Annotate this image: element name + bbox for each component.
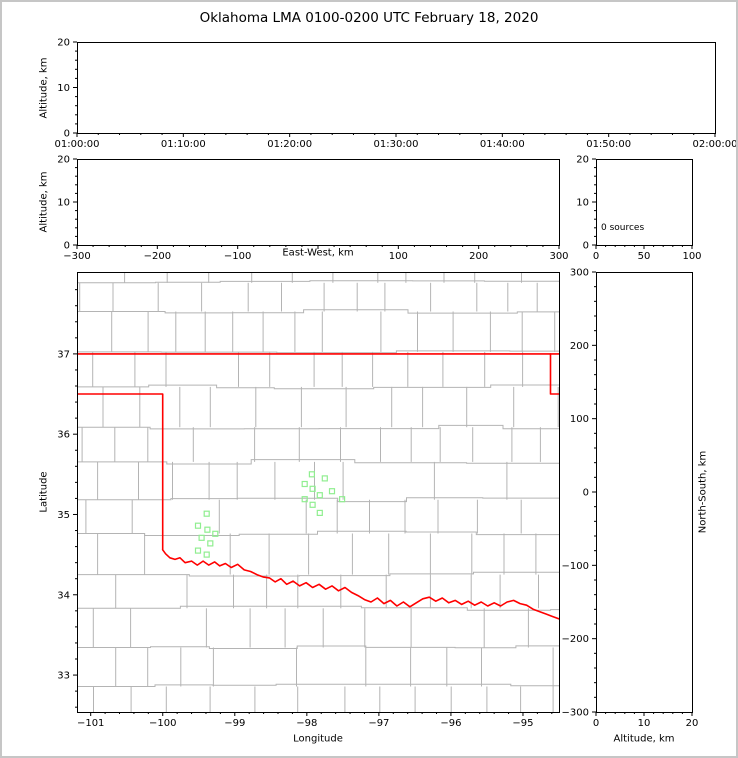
svg-text:0: 0: [583, 241, 589, 252]
svg-text:−96: −96: [440, 718, 461, 729]
y-axis-label-ew-height: Altitude, km: [38, 171, 50, 233]
state-border-red-river: [161, 549, 559, 620]
chart-title: Oklahoma LMA 0100-0200 UTC February 18, …: [199, 10, 539, 26]
lma-station-marker: [203, 510, 210, 517]
svg-text:37: 37: [57, 349, 70, 360]
svg-text:20: 20: [686, 718, 699, 729]
source-count-annotation: 0 sources: [601, 223, 645, 233]
svg-text:−200: −200: [144, 251, 171, 262]
svg-text:20: 20: [576, 155, 589, 166]
svg-text:36: 36: [57, 430, 70, 441]
time-height-panel: 01:00:00 01:10:00 01:20:00 01:30:00 01:40:00…: [55, 38, 736, 151]
y-axis-label-time-height: Altitude, km: [38, 57, 50, 119]
svg-text:200: 200: [570, 341, 589, 352]
svg-text:01:20:00: 01:20:00: [267, 139, 312, 150]
x-axis-label-east-west: East-West, km: [282, 247, 354, 259]
svg-text:300: 300: [570, 268, 589, 279]
svg-text:33: 33: [57, 671, 70, 682]
svg-text:0: 0: [593, 251, 599, 262]
svg-text:0: 0: [64, 241, 70, 252]
source-histogram-panel: 0 50 100 0 10 20: [576, 155, 701, 263]
state-border: [77, 353, 559, 620]
svg-text:10: 10: [57, 83, 70, 94]
y-axis-label-latitude: Latitude: [38, 471, 50, 513]
svg-text:01:30:00: 01:30:00: [374, 139, 419, 150]
lma-station-marker: [309, 485, 316, 492]
svg-text:01:40:00: 01:40:00: [480, 139, 525, 150]
state-border-panhandle: [77, 393, 164, 551]
svg-text:20: 20: [57, 38, 70, 49]
lma-station-marker: [194, 522, 202, 529]
lma-station-marker: [316, 492, 323, 499]
svg-text:100: 100: [570, 414, 589, 425]
lma-station-marker: [194, 547, 202, 554]
lma-station-marker: [203, 551, 210, 558]
svg-text:10: 10: [57, 198, 70, 209]
county-lines: [77, 272, 559, 712]
x-axis-label-longitude: Longitude: [293, 733, 343, 745]
lma-station-marker: [316, 509, 323, 516]
svg-text:10: 10: [576, 198, 589, 209]
map-panel: −101 −100 −99 −98 −97 −96 −95 33 34 35 36 37: [57, 272, 560, 729]
svg-text:35: 35: [57, 510, 70, 521]
svg-text:−100: −100: [224, 251, 251, 262]
lma-station-marker: [301, 480, 308, 488]
ew-height-panel: −300 −200 −100 100 200 300 0 10 20: [57, 155, 568, 263]
svg-text:02:00:00: 02:00:00: [693, 139, 736, 150]
svg-text:−100: −100: [562, 561, 589, 572]
svg-text:−95: −95: [512, 718, 533, 729]
svg-text:−300: −300: [562, 708, 589, 719]
lma-station-marker: [328, 488, 336, 495]
svg-text:20: 20: [57, 155, 70, 166]
svg-text:01:10:00: 01:10:00: [161, 139, 206, 150]
lma-station-marker: [212, 530, 219, 537]
svg-text:100: 100: [682, 251, 701, 262]
svg-text:−101: −101: [77, 718, 104, 729]
svg-text:0: 0: [593, 718, 599, 729]
lma-stations: [194, 471, 346, 558]
svg-text:200: 200: [469, 251, 488, 262]
state-border-northeast-corner: [549, 353, 559, 395]
lma-station-marker: [309, 501, 316, 508]
svg-text:01:50:00: 01:50:00: [586, 139, 631, 150]
lma-station-marker: [198, 534, 205, 541]
svg-text:01:00:00: 01:00:00: [55, 139, 100, 150]
svg-text:10: 10: [638, 718, 651, 729]
lma-station-marker: [207, 540, 214, 547]
lma-station-marker: [339, 496, 346, 503]
svg-text:−200: −200: [562, 634, 589, 645]
svg-text:−99: −99: [224, 718, 245, 729]
lma-station-marker: [301, 496, 308, 503]
svg-text:300: 300: [549, 251, 568, 262]
svg-text:0: 0: [583, 488, 589, 499]
x-axis-label-altitude: Altitude, km: [613, 733, 675, 745]
svg-text:0: 0: [64, 129, 70, 140]
svg-text:−98: −98: [296, 718, 317, 729]
svg-text:−100: −100: [149, 718, 176, 729]
lma-station-marker: [321, 475, 328, 482]
svg-text:34: 34: [57, 590, 70, 601]
lma-station-marker: [308, 471, 315, 478]
svg-text:−97: −97: [368, 718, 389, 729]
svg-text:−300: −300: [63, 251, 90, 262]
lma-station-marker: [204, 526, 211, 533]
svg-text:50: 50: [638, 251, 651, 262]
ns-height-panel: −300 −200 −100 0 100 200 300 0 10 20: [562, 268, 699, 730]
svg-text:100: 100: [389, 251, 408, 262]
y-axis-label-north-south: North-South, km: [697, 450, 709, 534]
